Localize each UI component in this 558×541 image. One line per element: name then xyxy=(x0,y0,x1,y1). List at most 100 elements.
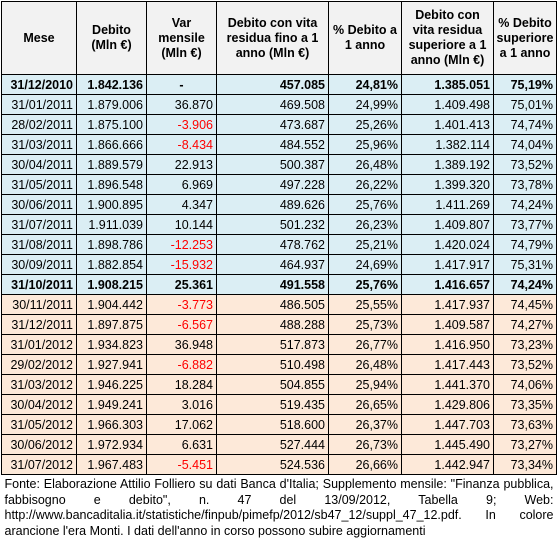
cell-var-mensile: 3.016 xyxy=(147,395,217,415)
cell-pct-breve: 26,73% xyxy=(329,435,402,455)
cell-mese: 31/01/2011 xyxy=(2,95,77,115)
cell-pct-breve: 26,66% xyxy=(329,455,402,475)
cell-pct-lungo: 74,74% xyxy=(494,115,557,135)
cell-var-mensile: -6.882 xyxy=(147,355,217,375)
cell-pct-breve: 25,94% xyxy=(329,375,402,395)
cell-pct-lungo: 73,52% xyxy=(494,155,557,175)
header-debito: Debito (Mln €) xyxy=(77,2,147,75)
header-debito-lungo: Debito con vita residua superiore a 1 an… xyxy=(402,2,494,75)
cell-debito-lungo: 1.385.051 xyxy=(402,75,494,95)
cell-mese: 30/06/2011 xyxy=(2,195,77,215)
cell-pct-breve: 26,48% xyxy=(329,355,402,375)
cell-mese: 31/08/2011 xyxy=(2,235,77,255)
cell-debito-breve: 518.600 xyxy=(217,415,329,435)
cell-debito-lungo: 1.411.269 xyxy=(402,195,494,215)
cell-debito-lungo: 1.441.370 xyxy=(402,375,494,395)
cell-mese: 30/09/2011 xyxy=(2,255,77,275)
cell-var-mensile: 10.144 xyxy=(147,215,217,235)
cell-debito-breve: 497.228 xyxy=(217,175,329,195)
cell-debito: 1.946.225 xyxy=(77,375,147,395)
cell-var-mensile: 36.870 xyxy=(147,95,217,115)
cell-debito-lungo: 1.399.320 xyxy=(402,175,494,195)
cell-var-mensile: 4.347 xyxy=(147,195,217,215)
cell-var-mensile: - xyxy=(147,75,217,95)
cell-mese: 31/12/2010 xyxy=(2,75,77,95)
cell-debito-lungo: 1.409.587 xyxy=(402,315,494,335)
cell-pct-lungo: 74,06% xyxy=(494,375,557,395)
cell-mese: 31/03/2012 xyxy=(2,375,77,395)
cell-debito-breve: 486.505 xyxy=(217,295,329,315)
cell-pct-lungo: 74,79% xyxy=(494,235,557,255)
cell-mese: 31/05/2012 xyxy=(2,415,77,435)
cell-pct-lungo: 74,24% xyxy=(494,275,557,295)
cell-mese: 31/05/2011 xyxy=(2,175,77,195)
header-debito-breve: Debito con vita residua fino a 1 anno (M… xyxy=(217,2,329,75)
cell-mese: 31/07/2012 xyxy=(2,455,77,475)
cell-pct-lungo: 73,23% xyxy=(494,335,557,355)
cell-debito: 1.898.786 xyxy=(77,235,147,255)
cell-var-mensile: -12.253 xyxy=(147,235,217,255)
cell-pct-breve: 26,48% xyxy=(329,155,402,175)
cell-mese: 30/06/2012 xyxy=(2,435,77,455)
cell-var-mensile: 6.631 xyxy=(147,435,217,455)
cell-mese: 30/04/2011 xyxy=(2,155,77,175)
cell-pct-breve: 25,76% xyxy=(329,275,402,295)
cell-var-mensile: 6.969 xyxy=(147,175,217,195)
cell-debito-breve: 510.498 xyxy=(217,355,329,375)
cell-debito: 1.927.941 xyxy=(77,355,147,375)
cell-debito-lungo: 1.442.947 xyxy=(402,455,494,475)
cell-debito-lungo: 1.417.917 xyxy=(402,255,494,275)
cell-debito: 1.842.136 xyxy=(77,75,147,95)
cell-mese: 28/02/2011 xyxy=(2,115,77,135)
cell-debito-lungo: 1.420.024 xyxy=(402,235,494,255)
cell-debito: 1.866.666 xyxy=(77,135,147,155)
document: Mese Debito (Mln €) Var mensile (Mln €) … xyxy=(0,0,558,488)
cell-var-mensile: 18.284 xyxy=(147,375,217,395)
cell-pct-lungo: 74,04% xyxy=(494,135,557,155)
cell-var-mensile: -15.932 xyxy=(147,255,217,275)
cell-var-mensile: -3.773 xyxy=(147,295,217,315)
header-pct-lungo: % Debito superiore a 1 anno xyxy=(494,2,557,75)
cell-mese: 31/10/2011 xyxy=(2,275,77,295)
cell-debito-breve: 473.687 xyxy=(217,115,329,135)
cell-pct-breve: 25,76% xyxy=(329,195,402,215)
cell-pct-lungo: 73,52% xyxy=(494,355,557,375)
cell-debito: 1.904.442 xyxy=(77,295,147,315)
source-note: Fonte: Elaborazione Attilio Folliero su … xyxy=(2,475,557,541)
cell-debito-breve: 524.536 xyxy=(217,455,329,475)
cell-pct-breve: 26,37% xyxy=(329,415,402,435)
cell-debito-lungo: 1.409.807 xyxy=(402,215,494,235)
cell-pct-lungo: 73,78% xyxy=(494,175,557,195)
cell-pct-breve: 25,55% xyxy=(329,295,402,315)
cell-debito: 1.875.100 xyxy=(77,115,147,135)
header-row: Mese Debito (Mln €) Var mensile (Mln €) … xyxy=(2,2,557,75)
cell-debito-breve: 527.444 xyxy=(217,435,329,455)
cell-debito-breve: 500.387 xyxy=(217,155,329,175)
cell-debito: 1.949.241 xyxy=(77,395,147,415)
cell-debito: 1.911.039 xyxy=(77,215,147,235)
cell-mese: 31/03/2011 xyxy=(2,135,77,155)
cell-debito: 1.966.303 xyxy=(77,415,147,435)
cell-var-mensile: 36.948 xyxy=(147,335,217,355)
cell-debito: 1.934.823 xyxy=(77,335,147,355)
cell-pct-breve: 24,69% xyxy=(329,255,402,275)
cell-mese: 31/12/2011 xyxy=(2,315,77,335)
cell-debito: 1.900.895 xyxy=(77,195,147,215)
cell-debito-breve: 488.288 xyxy=(217,315,329,335)
cell-pct-lungo: 73,27% xyxy=(494,435,557,455)
